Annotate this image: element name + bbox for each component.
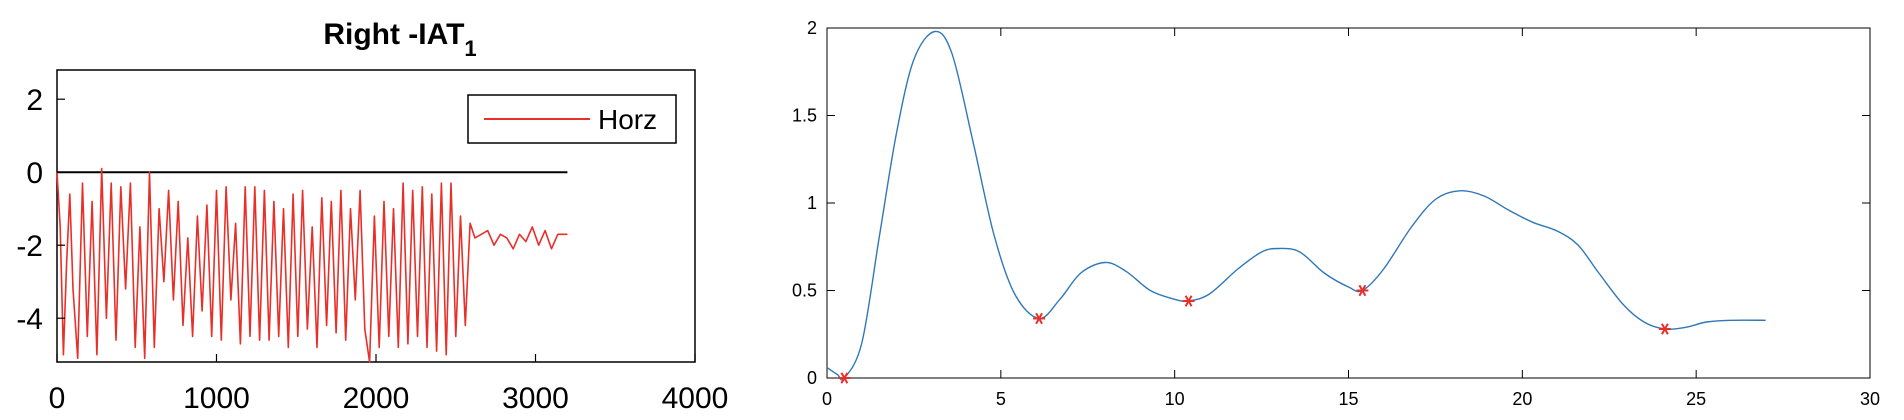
y-tick-label: 1 [807,193,817,213]
y-tick-label: 0 [807,368,817,388]
x-tick-label: 0 [822,389,832,409]
x-tick-label: 15 [1338,389,1358,409]
x-tick-label: 4000 [662,382,729,415]
x-tick-label: 30 [1860,389,1880,409]
minimum-marker [1658,323,1671,335]
series-line-horz [56,167,568,363]
chart-left-legend: Horz [467,94,677,144]
y-tick-label: 2 [807,18,817,38]
y-tick-label: -2 [16,230,43,263]
x-tick-label: 2000 [343,382,410,415]
x-tick-label: 5 [996,389,1006,409]
x-tick-label: 25 [1686,389,1706,409]
x-tick-label: 10 [1165,389,1185,409]
y-tick-label: 2 [26,84,43,117]
y-tick-label: 1.5 [792,106,817,126]
chart-right-plot-area [826,27,1871,379]
minimum-marker [1182,295,1195,307]
y-tick-label: 0.5 [792,281,817,301]
series-curve-0 [826,30,1766,381]
x-tick-label: 20 [1512,389,1532,409]
minimum-marker [838,372,851,384]
minimum-marker [1033,312,1046,325]
x-tick-label: 1000 [183,382,250,415]
minimum-marker [1356,284,1369,297]
x-tick-label: 0 [49,382,66,415]
y-tick-label: -4 [16,303,43,336]
chart-right: 0 5 10 15 20 25 30 0 0.5 1 1.5 2 [792,18,1880,409]
chart-left: Right -IAT1 0 1000 2000 3000 4000 2 0 -2 -4 Hor… [16,18,728,415]
chart-left-title: Right -IAT1 [323,18,476,61]
x-tick-label: 3000 [502,382,569,415]
y-tick-label: 0 [26,157,43,190]
legend-label-horz: Horz [598,104,657,135]
